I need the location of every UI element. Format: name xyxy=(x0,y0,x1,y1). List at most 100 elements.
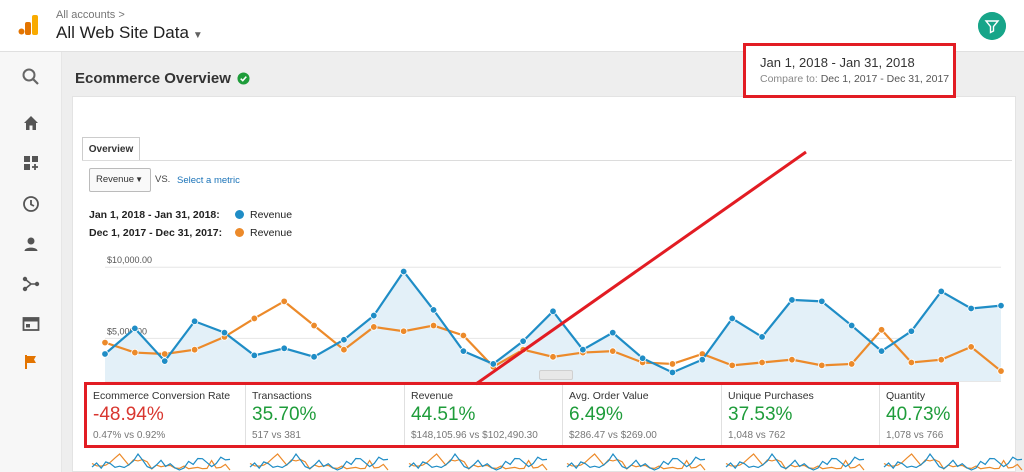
sparkline-current xyxy=(91,452,231,471)
metric-label: Transactions xyxy=(252,390,312,402)
metric-quantity[interactable]: Quantity 40.73% 1,078 vs 766 xyxy=(879,385,956,445)
metric-ecommerce-conversion-rate[interactable]: Ecommerce Conversion Rate -48.94% 0.47% … xyxy=(87,385,245,445)
metric-comparison: 0.47% vs 0.92% xyxy=(93,430,166,441)
select-metric-link[interactable]: Select a metric xyxy=(177,175,240,186)
sparkline-current xyxy=(566,452,706,471)
breadcrumb[interactable]: All accounts > xyxy=(56,9,125,21)
series-previous-point xyxy=(937,355,945,364)
series-current-point xyxy=(340,336,348,344)
legend-previous: Dec 1, 2017 - Dec 31, 2017: Revenue xyxy=(89,227,292,239)
series-previous-point xyxy=(549,353,557,361)
tab-divider xyxy=(82,160,1012,161)
series-previous-point xyxy=(609,347,617,355)
customization-icon[interactable] xyxy=(20,152,42,174)
metric-comparison: 1,048 vs 762 xyxy=(728,430,786,441)
person-icon[interactable] xyxy=(20,233,42,255)
clock-icon[interactable] xyxy=(20,193,42,215)
series-current-point xyxy=(131,324,139,333)
metric-comparison: 1,078 vs 766 xyxy=(886,430,944,441)
property-title: All Web Site Data xyxy=(56,23,189,42)
series-previous-point xyxy=(190,346,199,354)
series-current-point xyxy=(370,311,378,320)
series-current-point xyxy=(459,347,468,355)
series-current-point xyxy=(399,267,408,276)
series-previous-point xyxy=(758,358,766,367)
legend-current-series: Revenue xyxy=(250,209,293,221)
tab-overview[interactable]: Overview xyxy=(82,137,140,161)
metric-revenue[interactable]: Revenue 44.51% $148,105.96 vs $102,490.3… xyxy=(404,385,562,445)
legend-current: Jan 1, 2018 - Jan 31, 2018: Revenue xyxy=(89,209,292,221)
series-previous-point xyxy=(250,314,259,323)
series-current-point xyxy=(310,353,318,361)
sparkline-current xyxy=(725,452,865,471)
series-current-point xyxy=(489,360,497,368)
series-current-point xyxy=(161,357,169,365)
series-current-point xyxy=(967,304,975,313)
series-current-point xyxy=(429,306,438,314)
conversions-flag-icon[interactable] xyxy=(20,351,42,373)
series-current-point xyxy=(549,307,557,316)
compare-label: Compare to: xyxy=(760,73,818,85)
metric-comparison: $148,105.96 vs $102,490.30 xyxy=(411,430,538,441)
metric-sparklines xyxy=(91,452,1023,471)
series-previous-point xyxy=(161,350,169,358)
legend-previous-date: Dec 1, 2017 - Dec 31, 2017: xyxy=(89,227,223,239)
breadcrumb-all-accounts[interactable]: All accounts xyxy=(56,9,116,21)
metric-label: Quantity xyxy=(886,390,926,402)
metric-value: -48.94% xyxy=(93,404,164,425)
metric-avg-order-value[interactable]: Avg. Order Value 6.49% $286.47 vs $269.0… xyxy=(562,385,721,445)
chevron-down-icon: ▼ xyxy=(192,30,203,41)
series-current-point xyxy=(220,328,229,337)
series-current-area xyxy=(105,271,1001,381)
series-current-point xyxy=(519,337,527,345)
chart-resize-handle[interactable] xyxy=(539,370,573,380)
series-current-point xyxy=(280,344,288,352)
series-previous-point xyxy=(519,346,527,354)
metric-select[interactable]: Revenue ▼ xyxy=(89,168,151,192)
series-current-point xyxy=(638,354,647,362)
sparkline-current xyxy=(883,452,1023,471)
series-previous-point xyxy=(429,321,438,330)
series-current-point xyxy=(788,296,796,304)
series-current-point xyxy=(907,327,916,335)
series-current-point xyxy=(818,297,826,306)
series-previous-point xyxy=(280,297,288,306)
series-current-point xyxy=(877,347,886,355)
metric-transactions[interactable]: Transactions 35.70% 517 vs 381 xyxy=(245,385,404,445)
analytics-logo-icon[interactable] xyxy=(18,14,40,36)
search-icon[interactable] xyxy=(20,66,42,88)
metric-unique-purchases[interactable]: Unique Purchases 37.53% 1,048 vs 762 xyxy=(721,385,879,445)
legend-current-date: Jan 1, 2018 - Jan 31, 2018: xyxy=(89,209,220,221)
page-title-text: Ecommerce Overview xyxy=(75,70,231,87)
series-previous-point xyxy=(788,355,796,364)
home-icon[interactable] xyxy=(20,112,42,134)
metric-value: 40.73% xyxy=(886,404,951,425)
compare-value: Dec 1, 2017 - Dec 31, 2017 xyxy=(820,73,950,85)
series-current-point xyxy=(101,350,109,358)
y-tick-label: $5,000.00 xyxy=(107,326,147,336)
series-previous-point xyxy=(131,348,139,357)
series-current-point xyxy=(728,314,736,323)
date-range-selector[interactable]: Jan 1, 2018 - Jan 31, 2018 Compare to: D… xyxy=(743,43,956,98)
metric-comparison: 517 vs 381 xyxy=(252,430,301,441)
sparkline-previous xyxy=(408,453,548,471)
series-previous-point xyxy=(818,361,826,370)
series-previous-point xyxy=(728,361,736,370)
behavior-icon[interactable] xyxy=(20,313,42,335)
property-selector[interactable]: All Web Site Data ▼ xyxy=(56,23,203,43)
metric-value: 44.51% xyxy=(411,404,476,425)
top-bar: All accounts > All Web Site Data ▼ xyxy=(0,0,1024,52)
series-current-point xyxy=(250,351,259,360)
metrics-summary: Ecommerce Conversion Rate -48.94% 0.47% … xyxy=(84,382,959,448)
sparkline-previous xyxy=(883,453,1023,471)
sparkline-current xyxy=(408,452,548,471)
page-title: Ecommerce Overview xyxy=(75,70,250,87)
series-current-point xyxy=(997,301,1005,310)
funnel-filter-icon[interactable] xyxy=(978,12,1006,40)
series-current-point xyxy=(668,368,677,377)
acquisition-icon[interactable] xyxy=(20,273,42,295)
verified-check-icon xyxy=(237,72,250,85)
series-previous-point xyxy=(399,327,408,335)
